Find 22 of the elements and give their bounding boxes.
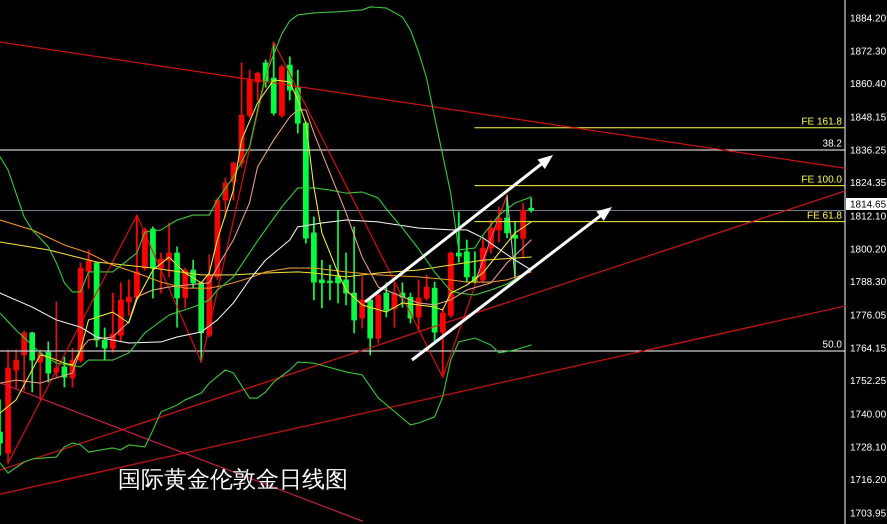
series-label: FE 61.8	[806, 210, 842, 222]
y-tick-label: 1872.30	[850, 46, 887, 58]
series-label: FE 161.8	[801, 116, 842, 128]
y-tick-label: 1752.25	[850, 376, 887, 388]
y-tick-label: 1860.40	[850, 79, 887, 90]
y-tick-label: 1824.35	[850, 178, 887, 190]
y-tick-label: 1776.05	[850, 310, 887, 322]
y-tick-label: 1836.25	[850, 145, 887, 156]
series-label: 50.0	[822, 340, 842, 351]
y-tick-label: 1788.30	[850, 277, 887, 288]
y-tick-label: 1703.95	[850, 508, 887, 520]
y-tick-label: 1800.20	[850, 244, 887, 256]
series-label: 38.2	[822, 138, 842, 150]
y-tick-label: 1848.15	[850, 112, 887, 124]
ref-line-label: 1814.65	[850, 199, 887, 210]
y-tick-label: 1764.15	[850, 343, 887, 354]
y-tick-label: 1884.20	[850, 14, 887, 25]
y-tick-label: 1716.20	[850, 475, 887, 486]
y-tick-label: 1740.00	[850, 410, 887, 421]
y-tick-label: 1812.10	[850, 212, 887, 223]
series-label: FE 100.0	[801, 174, 842, 186]
y-tick-label: 1728.10	[850, 442, 887, 454]
